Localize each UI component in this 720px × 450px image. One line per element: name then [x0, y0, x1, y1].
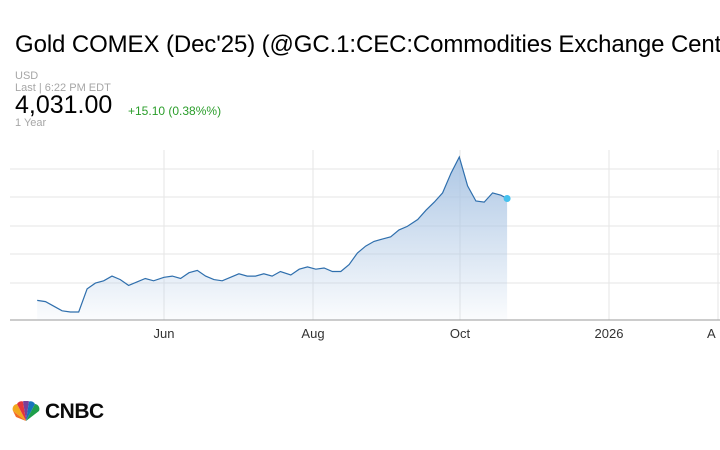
x-tick-label: Oct: [450, 326, 471, 341]
x-tick-label: Aug: [301, 326, 324, 341]
chart-title: Gold COMEX (Dec'25) (@GC.1:CEC:Commoditi…: [15, 31, 720, 58]
last-price: 4,031.00: [15, 91, 113, 119]
x-tick-label: A: [707, 326, 716, 341]
price-line: [37, 155, 508, 313]
x-tick-label: Jun: [154, 326, 175, 341]
price-chart: Jun Aug Oct 2026 A: [10, 150, 720, 341]
range-label: 1 Year: [15, 117, 47, 129]
cnbc-wordmark: CNBC: [45, 400, 104, 423]
last-updated-label: Last | 6:22 PM EDT: [15, 82, 111, 94]
x-axis-ticks: Jun Aug Oct 2026 A: [154, 326, 716, 341]
price-change: +15.10 (0.38%%): [128, 104, 222, 118]
currency-label: USD: [15, 70, 39, 82]
chart-series: [37, 155, 511, 320]
peacock-icon: [12, 401, 40, 421]
x-tick-label: 2026: [595, 326, 624, 341]
last-price-marker: [503, 195, 511, 203]
cnbc-logo: CNBC: [10, 400, 104, 424]
price-area: [37, 157, 508, 320]
